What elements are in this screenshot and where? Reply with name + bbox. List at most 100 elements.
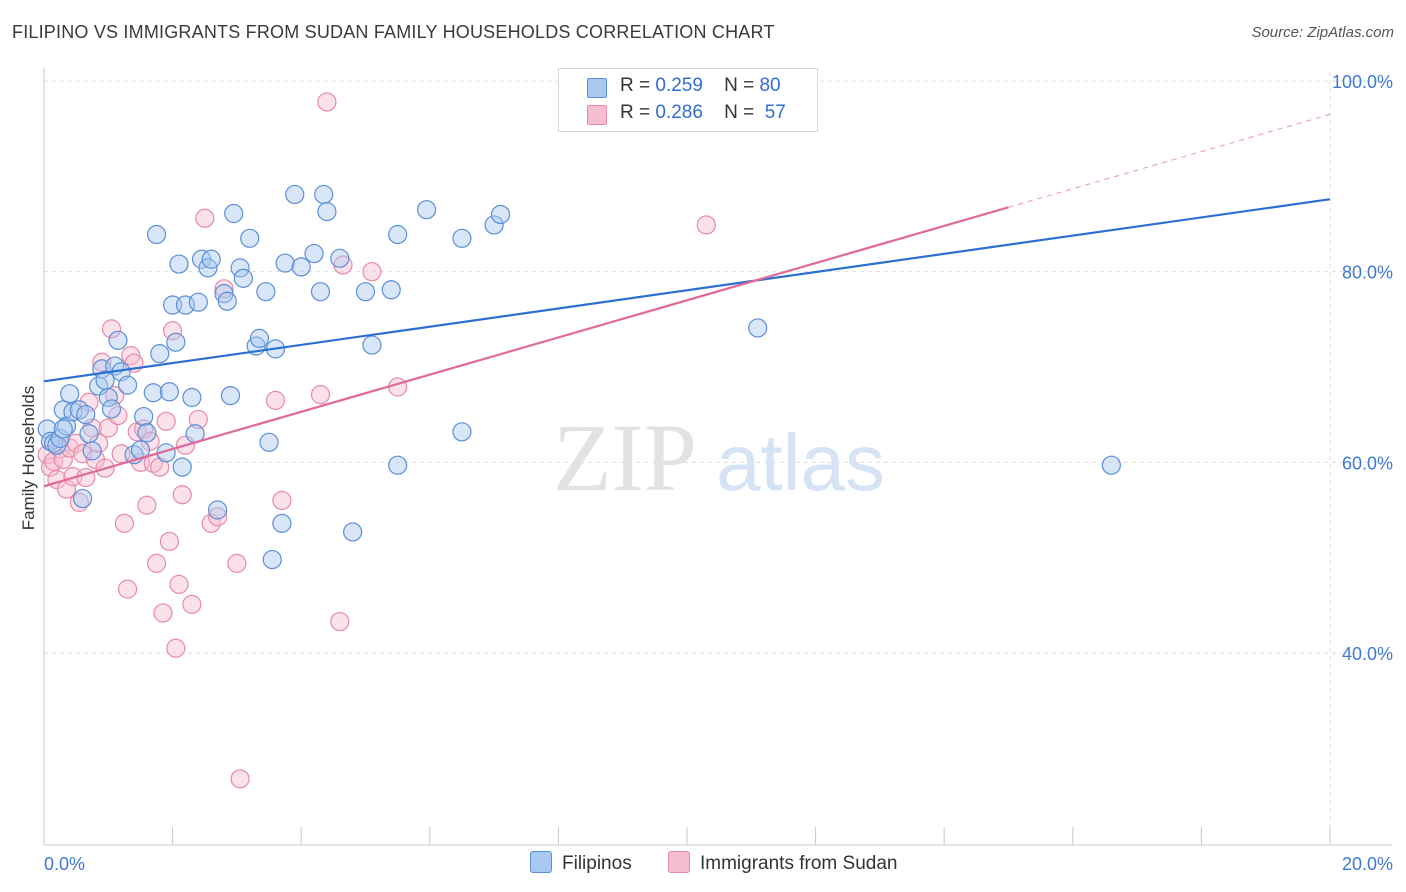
x-tick-label: 20.0%: [1342, 854, 1393, 874]
filipino-swatch: [587, 78, 607, 98]
filipino-point: [249, 328, 270, 348]
bottom-legend-sudan: Immigrants from Sudan: [668, 851, 897, 875]
filipino-point: [310, 282, 331, 302]
r-label: R =: [620, 102, 651, 123]
sudan-point: [230, 769, 250, 789]
filipino-point: [108, 330, 128, 350]
filipino-point: [355, 282, 376, 302]
filipino-point: [56, 416, 77, 436]
sudan-point: [166, 638, 186, 658]
sudan-point: [117, 579, 138, 599]
filipino-point: [117, 375, 138, 395]
filipino-point: [146, 224, 167, 245]
y-tick-label: 60.0%: [1342, 453, 1393, 473]
filipino-point: [159, 382, 179, 402]
sudan-point: [137, 495, 157, 515]
filipino-point: [134, 406, 154, 427]
sudan-point: [182, 594, 202, 614]
sudan-point: [265, 390, 286, 410]
sudan-point: [159, 531, 179, 552]
r-label: R =: [620, 75, 651, 96]
sudan-point: [696, 215, 716, 235]
filipino-point: [416, 200, 437, 220]
n-label: N =: [724, 75, 755, 96]
filipino-point: [233, 268, 253, 288]
filipino-n-value: 80: [759, 75, 781, 96]
filipino-point: [37, 419, 57, 439]
filipino-trend-line: [43, 198, 1331, 383]
sudan-point: [163, 321, 183, 341]
sudan-point: [92, 352, 112, 372]
sudan-r-value: 0.286: [655, 102, 703, 123]
axes: [43, 68, 1392, 846]
sudan-trend-extension: [1008, 113, 1331, 208]
chart-title: FILIPINO VS IMMIGRANTS FROM SUDAN FAMILY…: [12, 22, 775, 42]
bottom-legend-filipino: Filipinos: [530, 851, 632, 875]
filipino-point: [285, 184, 305, 205]
filipino-point: [150, 344, 170, 364]
filipino-point: [748, 318, 768, 338]
sudan-point: [150, 457, 170, 477]
filipino-point: [182, 387, 202, 408]
filipino-point: [317, 202, 337, 222]
y-tick-label: 80.0%: [1342, 263, 1393, 283]
x-tick-label: 0.0%: [44, 854, 85, 874]
sudan-swatch: [587, 105, 607, 125]
filipino-point: [490, 204, 511, 225]
gridlines: [44, 72, 1392, 845]
trend-lines: [43, 113, 1331, 488]
filipino-point: [230, 258, 250, 278]
filipino-point: [208, 500, 228, 520]
source-label: Source: ZipAtlas.com: [1251, 24, 1394, 41]
filipino-point: [143, 383, 163, 403]
n-label: N =: [724, 102, 755, 123]
filipino-point: [275, 253, 295, 273]
filipino-point: [220, 386, 241, 406]
filipino-point: [82, 441, 102, 461]
sudan-legend-swatch: [668, 851, 690, 873]
filipino-point: [388, 224, 408, 245]
filipino-point: [484, 215, 504, 235]
sudan-point: [330, 611, 350, 632]
filipino-legend-swatch: [530, 851, 552, 873]
sudan-point: [272, 490, 292, 511]
filipino-point: [314, 184, 334, 205]
sudan-point: [101, 319, 122, 339]
filipino-point: [1101, 455, 1121, 475]
sudan-point: [172, 485, 192, 505]
filipino-point: [53, 419, 73, 439]
sudan-point: [317, 92, 337, 112]
watermark-zip: ZIP: [553, 404, 697, 511]
sudan-legend-label: Immigrants from Sudan: [700, 853, 898, 874]
zipatlas-watermark: ZIP atlas: [553, 404, 885, 511]
filipino-point: [98, 387, 118, 408]
sudan-point: [208, 507, 228, 527]
legend-filipino-text: R = 0.259 N = 80: [620, 75, 781, 97]
filipino-point: [217, 291, 237, 311]
filipino-point: [272, 513, 292, 533]
y-tick-label: 100.0%: [1332, 72, 1393, 92]
sudan-point: [153, 603, 173, 623]
filipino-point: [169, 254, 189, 274]
y-axis-label: Family Households: [19, 386, 38, 531]
filipino-point: [381, 280, 401, 300]
sudan-point: [188, 409, 208, 430]
sudan-point: [156, 411, 176, 431]
series-filipino-points: [37, 184, 1121, 570]
filipino-point: [240, 228, 260, 248]
filipino-point: [137, 423, 157, 443]
filipino-point: [256, 282, 276, 302]
filipino-point: [79, 424, 99, 444]
filipino-point: [72, 488, 93, 509]
y-tick-label: 40.0%: [1342, 644, 1393, 664]
sudan-trend-line: [43, 206, 1009, 488]
sudan-point: [214, 279, 234, 299]
sudan-point: [79, 392, 99, 412]
filipino-legend-label: Filipinos: [562, 853, 632, 874]
sudan-point: [53, 449, 73, 470]
filipino-point: [388, 455, 408, 475]
filipino-point: [53, 400, 73, 420]
filipino-point: [304, 243, 324, 264]
filipino-point: [224, 203, 244, 224]
